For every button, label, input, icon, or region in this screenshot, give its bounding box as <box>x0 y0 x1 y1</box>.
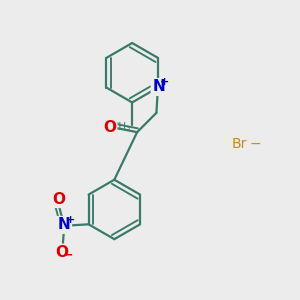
Text: +: + <box>160 77 169 87</box>
Text: O: O <box>52 191 65 206</box>
Text: +: + <box>65 215 75 225</box>
Text: −: − <box>62 248 73 261</box>
Text: N: N <box>152 80 165 94</box>
Text: O: O <box>103 120 116 135</box>
Text: N: N <box>58 218 70 232</box>
Text: CH₃: CH₃ <box>111 122 131 132</box>
Text: O: O <box>55 245 68 260</box>
Text: Br: Br <box>232 137 247 151</box>
Text: −: − <box>250 137 261 151</box>
